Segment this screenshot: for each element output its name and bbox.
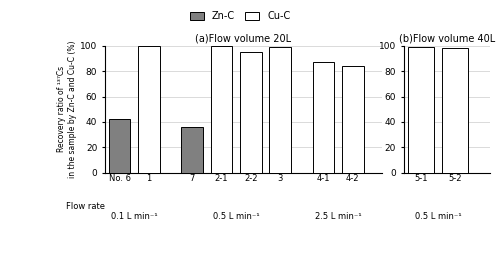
Title: (a)Flow volume 20L: (a)Flow volume 20L (196, 34, 292, 43)
Bar (312, 62, 334, 173)
Bar (269, 47, 290, 173)
Text: Flow rate: Flow rate (66, 202, 105, 211)
Bar (138, 46, 160, 173)
Legend: Zn-C, Cu-C: Zn-C, Cu-C (186, 7, 294, 25)
Bar (182, 127, 204, 173)
Bar (108, 119, 130, 173)
Text: 2.5 L min⁻¹: 2.5 L min⁻¹ (314, 212, 362, 221)
Bar (240, 52, 262, 173)
Text: 0.5 L min⁻¹: 0.5 L min⁻¹ (213, 212, 260, 221)
Bar (210, 46, 233, 173)
Text: 0.1 L min⁻¹: 0.1 L min⁻¹ (111, 212, 158, 221)
Bar (342, 66, 363, 173)
Bar (408, 47, 434, 173)
Title: (b)Flow volume 40L: (b)Flow volume 40L (398, 34, 495, 43)
Y-axis label: Recovery ratio of ¹³⁷Cs
in the sample by Zn-C and Cu-C (%): Recovery ratio of ¹³⁷Cs in the sample by… (56, 40, 78, 178)
Bar (442, 48, 468, 173)
Text: 0.5 L min⁻¹: 0.5 L min⁻¹ (415, 212, 462, 221)
